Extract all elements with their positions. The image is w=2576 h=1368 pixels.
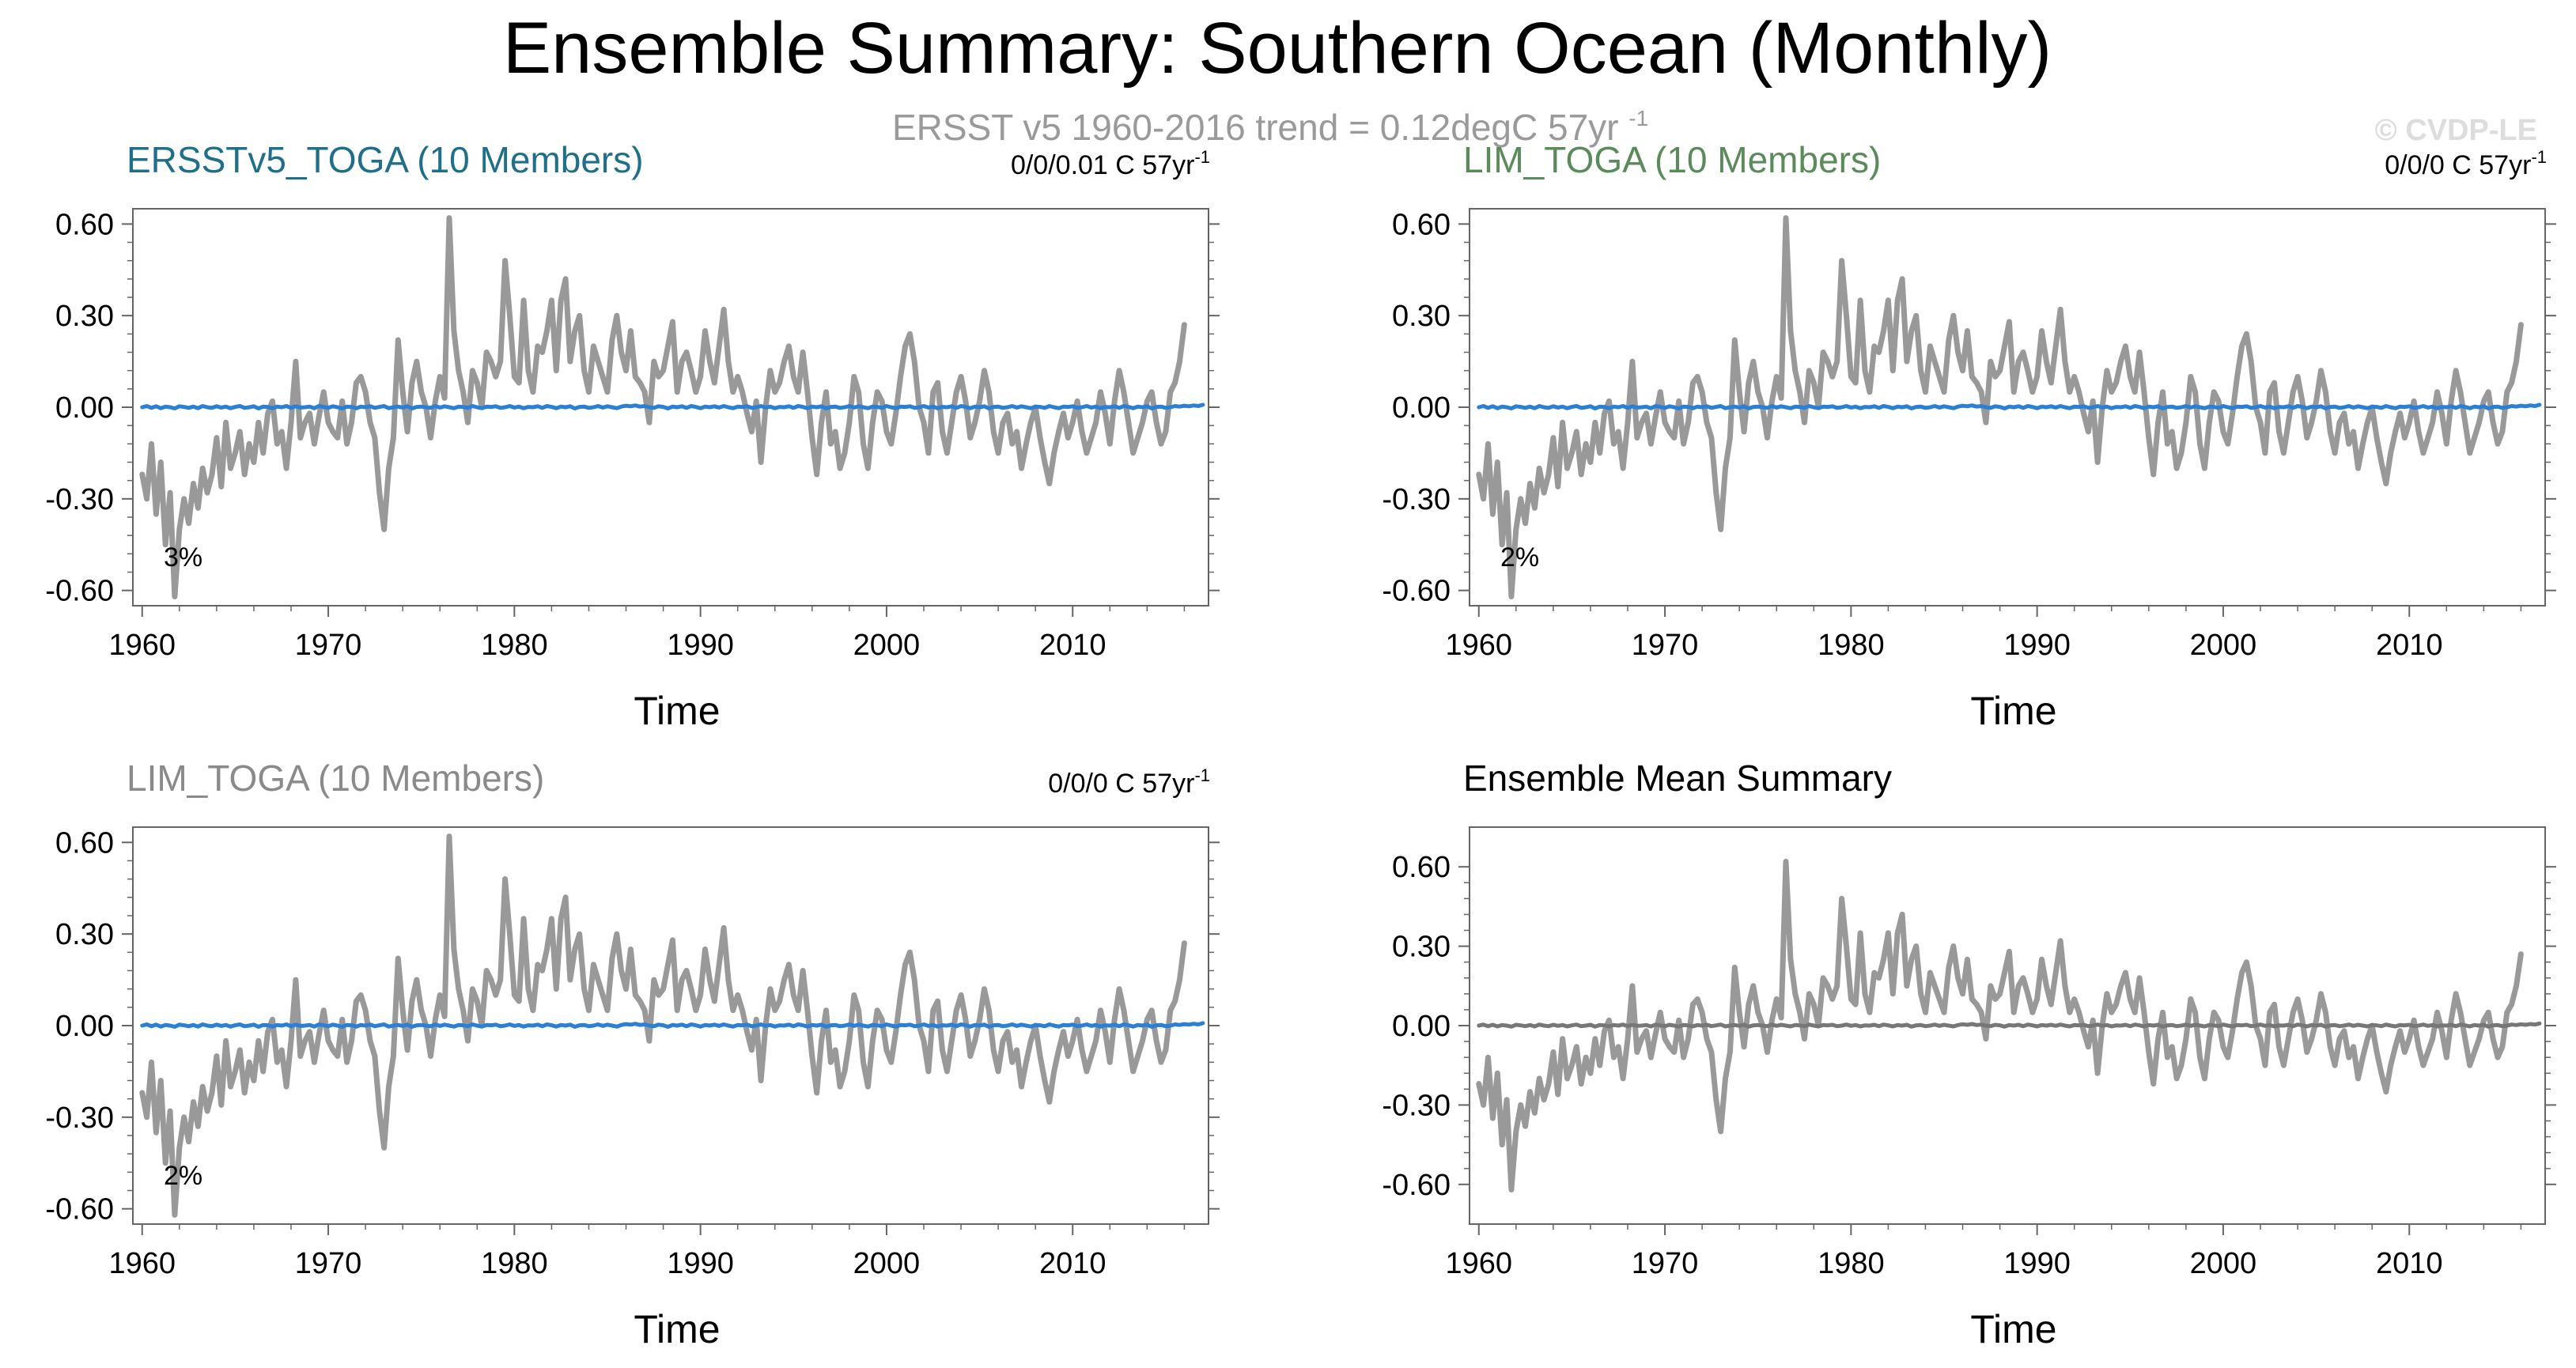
x-tick-label: 1990 (2003, 1247, 2071, 1280)
x-tick-label: 2010 (2376, 629, 2443, 662)
y-tick-label: 0.00 (1392, 391, 1451, 425)
x-axis-label: Time (1970, 1307, 2056, 1351)
x-axis-label: Time (634, 1307, 720, 1351)
x-tick-label: 2010 (2376, 1247, 2443, 1280)
x-axis-label: Time (1970, 689, 2056, 733)
x-tick-label: 1980 (1818, 629, 1885, 662)
x-tick-label: 1970 (1632, 1247, 1699, 1280)
x-tick-label: 1980 (481, 629, 548, 662)
x-tick-label: 2000 (853, 629, 921, 662)
x-tick-label: 1960 (1445, 629, 1512, 662)
y-tick-label: 0.00 (55, 391, 114, 425)
y-tick-label: 0.60 (1392, 851, 1451, 884)
x-tick-label: 1990 (667, 629, 734, 662)
obs-series-line (1476, 215, 2524, 599)
x-tick-label: 1960 (108, 629, 176, 662)
panel-trend-label: 0/0/0 C 57yr-1 (2385, 147, 2547, 180)
y-tick-label: 0.60 (1392, 208, 1451, 241)
y-tick-label: -0.60 (45, 575, 114, 608)
panel-trend-label-exponent: -1 (2531, 147, 2547, 167)
chart-panel-3: LIM_TOGA (10 Members) 0/0/0 C 57yr-1 0.60 0… (45, 758, 1220, 1351)
chart-panel-2: LIM_TOGA (10 Members) 0/0/0 C 57yr-1 0.60 0… (1382, 139, 2556, 733)
x-tick-label: 1970 (295, 629, 362, 662)
x-tick-label: 2000 (2190, 1247, 2257, 1280)
panel-title: ERSSTv5_TOGA (10 Members) (127, 139, 644, 180)
panel-trend-label-text: 0/0/0 C 57yr (1048, 769, 1194, 799)
x-tick-label: 2000 (853, 1247, 921, 1280)
x-tick-label: 1970 (1632, 629, 1699, 662)
x-tick-label: 1980 (1818, 1247, 1885, 1280)
obs-series-line (139, 833, 1187, 1218)
panel-trend-label: 0/0/0 C 57yr-1 (1048, 765, 1210, 799)
panels: ERSSTv5_TOGA (10 Members) 0/0/0.01 C 57yr… (45, 139, 2556, 1351)
x-tick-label: 1990 (2003, 629, 2071, 662)
obs-trend-subtitle-text: ERSST v5 1960-2016 trend = 0.12degC 57yr (892, 107, 1618, 148)
y-tick-label: 0.30 (55, 300, 114, 333)
y-tick-label: -0.60 (1382, 575, 1451, 608)
y-tick-label: -0.60 (45, 1193, 114, 1226)
y-tick-label: 0.30 (1392, 931, 1451, 964)
figure-title: Ensemble Summary: Southern Ocean (Monthl… (503, 8, 2052, 89)
percent-label: 3% (164, 542, 202, 573)
obs-series-line (139, 215, 1187, 599)
panel-trend-label-exponent: -1 (1194, 147, 1210, 167)
ensemble-series-line (140, 1021, 1205, 1029)
y-tick-label: 0.30 (55, 918, 114, 951)
panel-trend-label: 0/0/0.01 C 57yr-1 (1011, 147, 1210, 180)
x-tick-label: 1980 (481, 1247, 548, 1280)
watermark: © CVDP-LE (2375, 114, 2537, 147)
ensemble-series-line (1477, 1021, 2542, 1029)
obs-series-line (1476, 859, 2524, 1192)
x-tick-label: 1970 (295, 1247, 362, 1280)
obs-trend-subtitle-exponent: -1 (1628, 106, 1648, 130)
obs-trend-subtitle: ERSST v5 1960-2016 trend = 0.12degC 57yr… (892, 106, 1648, 148)
panel-trend-label-text: 0/0/0 C 57yr (2385, 150, 2531, 180)
percent-label: 2% (1500, 542, 1539, 573)
y-tick-label: 0.00 (55, 1010, 114, 1043)
y-tick-label: -0.60 (1382, 1169, 1451, 1202)
panel-trend-label-text: 0/0/0.01 C 57yr (1011, 150, 1194, 180)
panel-trend-label-exponent: -1 (1194, 765, 1210, 785)
y-tick-label: 0.60 (55, 208, 114, 241)
x-tick-label: 2010 (1039, 1247, 1106, 1280)
y-tick-label: -0.30 (1382, 1089, 1451, 1122)
x-tick-label: 2010 (1039, 629, 1106, 662)
x-tick-label: 1960 (108, 1247, 176, 1280)
y-tick-label: -0.30 (1382, 483, 1451, 516)
y-tick-label: 0.00 (1392, 1010, 1451, 1043)
panel-title: Ensemble Mean Summary (1463, 758, 1892, 799)
x-tick-label: 1960 (1445, 1247, 1512, 1280)
ensemble-series-line (1477, 402, 2542, 410)
x-tick-label: 2000 (2190, 629, 2257, 662)
chart-panel-1: ERSSTv5_TOGA (10 Members) 0/0/0.01 C 57yr… (45, 139, 1220, 733)
x-tick-label: 1990 (667, 1247, 734, 1280)
panel-title: LIM_TOGA (10 Members) (1463, 139, 1881, 180)
ensemble-series-line (140, 402, 1205, 410)
y-tick-label: 0.30 (1392, 300, 1451, 333)
x-axis-label: Time (634, 689, 720, 733)
panel-title: LIM_TOGA (10 Members) (127, 758, 544, 799)
percent-label: 2% (164, 1161, 202, 1191)
y-tick-label: -0.30 (45, 1102, 114, 1135)
chart-panel-4: Ensemble Mean Summary 0.60 0.30 0.00 -0.30 -0… (1382, 758, 2556, 1351)
y-tick-label: 0.60 (55, 826, 114, 860)
y-tick-label: -0.30 (45, 483, 114, 516)
